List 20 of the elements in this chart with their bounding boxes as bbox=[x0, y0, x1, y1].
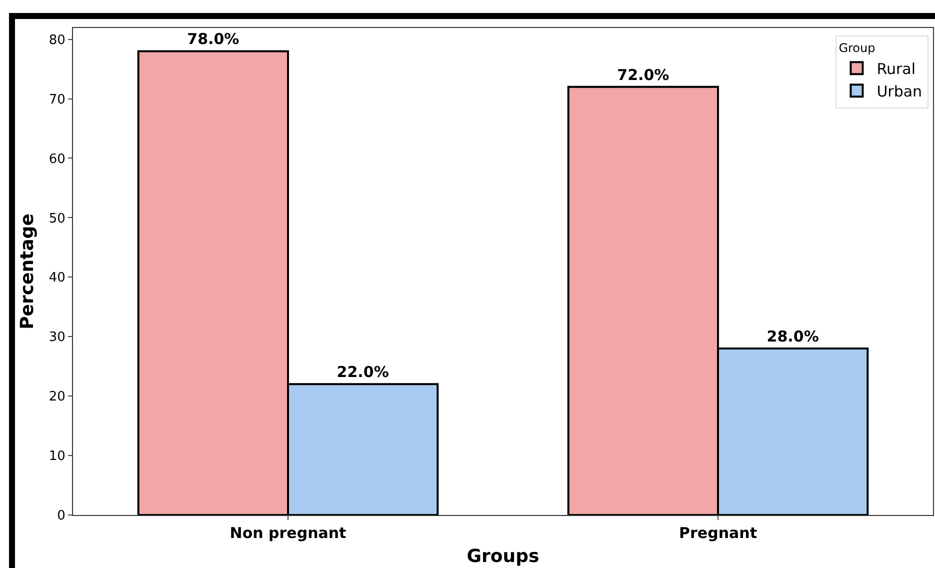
x-axis-title: Groups bbox=[466, 546, 540, 568]
data-label: 28.0% bbox=[766, 328, 819, 346]
y-tick-label: 30 bbox=[48, 330, 66, 346]
x-tick-label: Non pregnant bbox=[230, 524, 346, 542]
data-label: 72.0% bbox=[617, 66, 670, 84]
legend-label: Urban bbox=[876, 82, 922, 101]
y-tick-label: 10 bbox=[48, 449, 66, 464]
legend-label: Rural bbox=[876, 60, 916, 78]
y-tick-label: 60 bbox=[48, 152, 66, 167]
data-label: 78.0% bbox=[187, 30, 240, 48]
y-tick-label: 40 bbox=[48, 270, 66, 286]
y-tick-label: 0 bbox=[57, 508, 66, 524]
data-label: 22.0% bbox=[336, 363, 389, 382]
legend-title: Group bbox=[838, 40, 876, 55]
y-tick-label: 80 bbox=[48, 32, 66, 48]
y-tick-label: 20 bbox=[48, 390, 66, 405]
y-tick-label: 50 bbox=[48, 211, 66, 226]
y-tick-label: 70 bbox=[48, 92, 66, 108]
y-axis-title: Percentage bbox=[17, 214, 38, 330]
x-tick-label: Pregnant bbox=[679, 524, 757, 542]
